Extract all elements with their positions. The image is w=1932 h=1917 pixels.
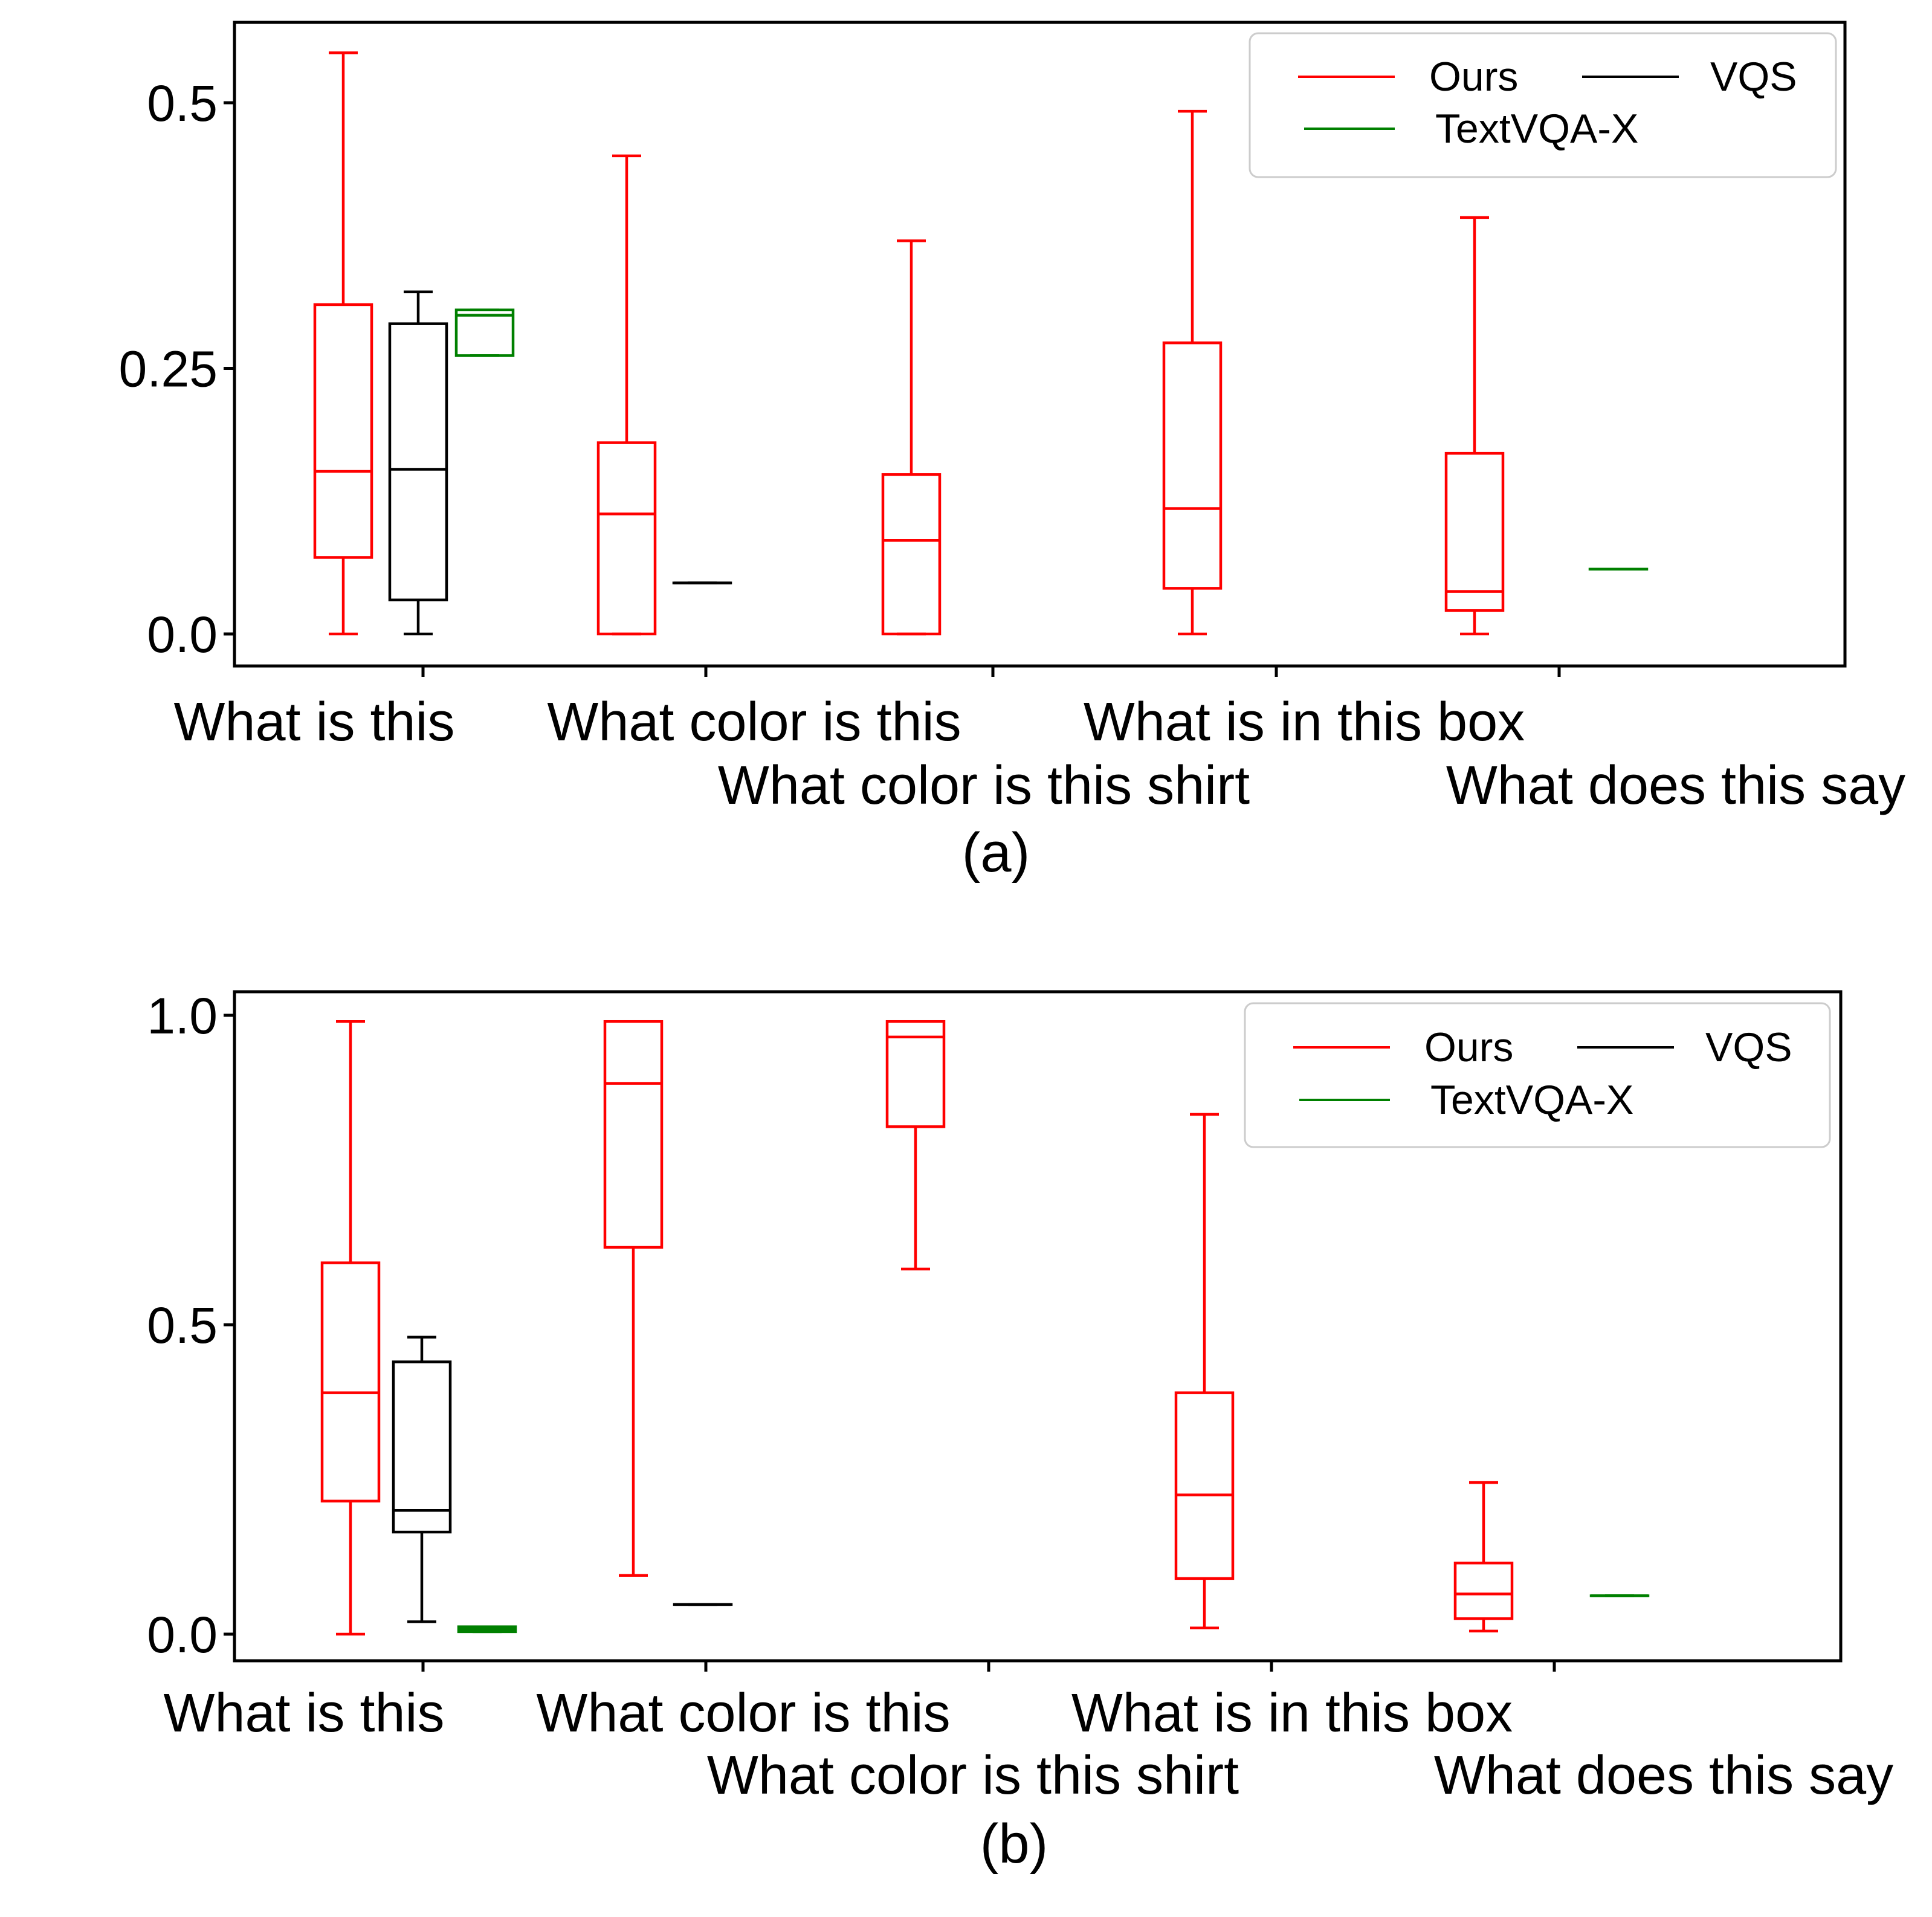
box-iqr <box>1453 1561 1514 1620</box>
chart-panel-a: 0.0 0.25 0.5 What is this What color is th… <box>119 21 1905 884</box>
x-category-label: What does this say <box>1446 755 1905 816</box>
y-tick-label: 0.0 <box>147 606 218 663</box>
box-ours <box>885 1020 946 1271</box>
box-textvqa-x <box>454 308 515 357</box>
box-iqr <box>388 322 448 601</box>
x-category-label: What color is this shirt <box>707 1745 1239 1806</box>
x-category-label: What is this <box>173 692 454 752</box>
box-marks <box>320 1020 1650 1636</box>
legend-label-vqs: VQS <box>1705 1024 1792 1070</box>
panel-caption: (a) <box>962 822 1030 884</box>
box-iqr <box>1444 451 1505 612</box>
box-ours <box>881 239 942 636</box>
plot-frame <box>233 21 1847 668</box>
box-iqr <box>392 1360 452 1534</box>
legend-label-textvqa-x: TextVQA-X <box>1435 106 1638 152</box>
y-tick-label: 0.0 <box>147 1606 218 1663</box>
box-iqr <box>320 1261 381 1503</box>
box-ours <box>313 51 373 636</box>
box-iqr <box>313 303 373 559</box>
legend-box <box>1244 1002 1831 1148</box>
panel-caption: (b) <box>980 1813 1048 1875</box>
y-axis: 0.0 0.25 0.5 <box>119 75 234 663</box>
legend-label-textvqa-x: TextVQA-X <box>1430 1077 1633 1123</box>
x-category-label: What does this say <box>1434 1745 1893 1806</box>
box-ours <box>603 1020 664 1577</box>
box-ours <box>1453 1481 1514 1633</box>
x-axis: What is this What color is this What col… <box>173 666 1905 816</box>
legend-label-vqs: VQS <box>1710 54 1797 100</box>
x-axis: What is this What color is this What col… <box>163 1661 1893 1806</box>
x-category-label: What is in this box <box>1084 692 1525 752</box>
box-vqs <box>388 290 448 636</box>
box-ours <box>320 1020 381 1636</box>
y-tick-label: 0.5 <box>147 75 218 132</box>
box-iqr <box>1174 1391 1235 1580</box>
x-category-label: What color is this shirt <box>718 755 1250 816</box>
box-iqr <box>603 1020 664 1249</box>
legend-box <box>1249 32 1837 178</box>
box-iqr <box>1162 341 1223 590</box>
chart-panel-b: 0.0 0.5 1.0 What is this What color is thi… <box>147 988 1893 1875</box>
box-iqr <box>596 441 657 636</box>
box-vqs <box>392 1336 452 1623</box>
x-category-label: What is this <box>163 1683 444 1744</box>
y-tick-label: 0.5 <box>147 1297 218 1354</box>
x-category-label: What color is this <box>536 1683 950 1744</box>
y-tick-label: 0.25 <box>119 341 218 398</box>
legend: Ours VQS TextVQA-X <box>1249 32 1837 178</box>
box-ours <box>1174 1113 1235 1630</box>
box-ours <box>1162 109 1223 636</box>
x-category-label: What is in this box <box>1071 1683 1513 1744</box>
box-iqr <box>454 308 515 357</box>
x-category-label: What color is this <box>547 692 961 752</box>
legend-label-ours: Ours <box>1429 54 1518 100</box>
box-textvqa-x <box>457 1625 517 1634</box>
y-tick-label: 1.0 <box>147 988 218 1044</box>
box-marks <box>313 51 1649 636</box>
y-axis: 0.0 0.5 1.0 <box>147 988 234 1663</box>
box-ours <box>1444 216 1505 636</box>
box-ours <box>596 154 657 636</box>
legend-label-ours: Ours <box>1424 1024 1513 1070</box>
box-iqr <box>885 1020 946 1128</box>
legend: Ours VQS TextVQA-X <box>1244 1002 1831 1148</box>
box-iqr <box>881 473 942 636</box>
